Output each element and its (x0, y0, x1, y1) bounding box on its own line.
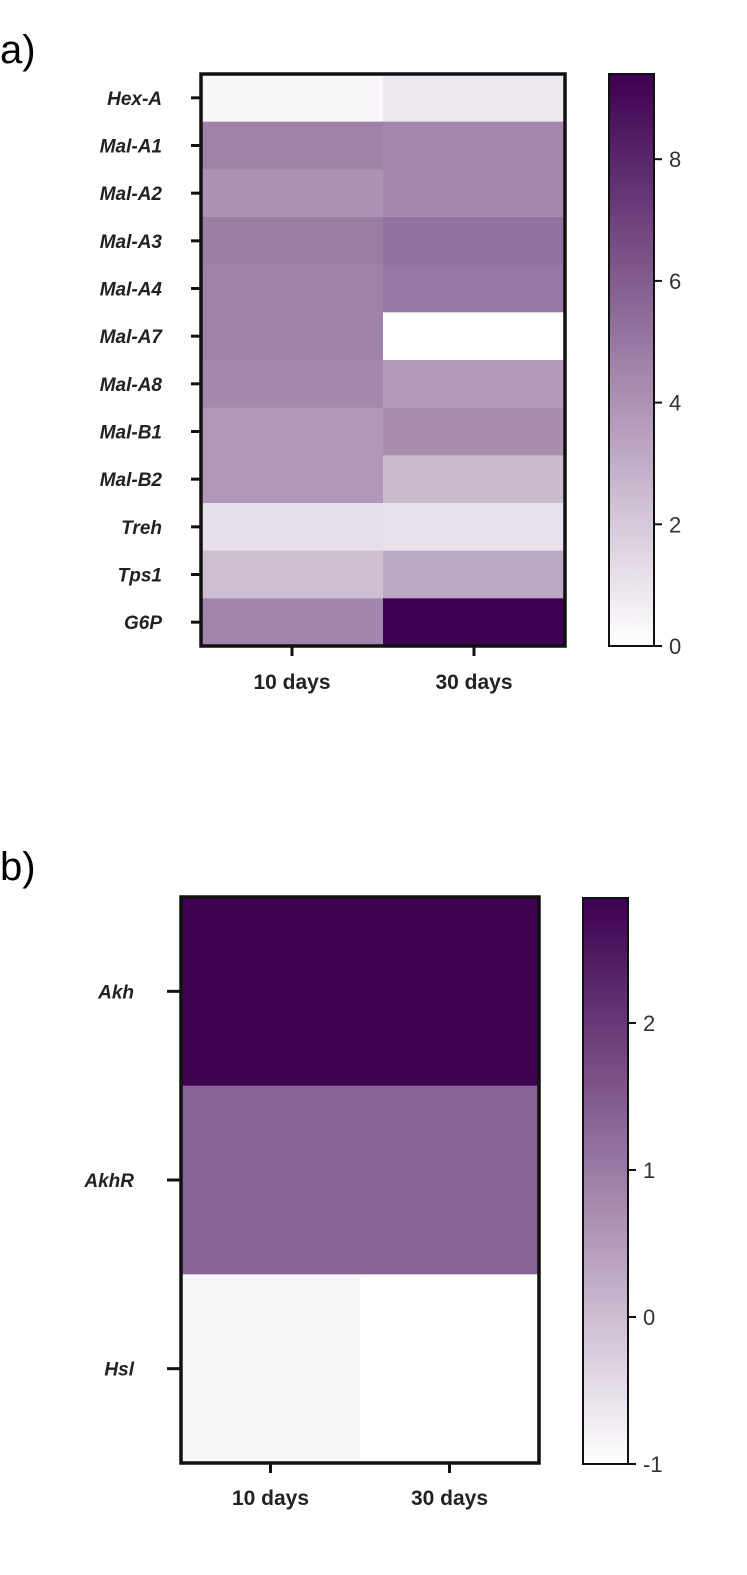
heatmap-cell-a-9-0 (201, 503, 384, 552)
col-label-b-0: 10 days (232, 1487, 309, 1510)
row-label-a-11: G6P (124, 613, 162, 634)
heatmap-cell-a-3-0 (201, 217, 384, 266)
panel-a-cells (201, 74, 566, 647)
heatmap-cell-a-0-0 (201, 74, 384, 123)
panel-b-heatmap: b) Akh AkhR Hsl 10 days 30 days -1 0 1 2 (0, 845, 663, 1510)
heatmap-cell-b-2-1 (360, 1274, 540, 1464)
heatmap-cell-a-11-0 (201, 598, 384, 647)
row-label-a-10: Tps1 (118, 566, 162, 587)
heatmap-cell-a-5-1 (383, 312, 566, 361)
heatmap-cell-a-8-0 (201, 455, 384, 504)
panel-b-label: b) (0, 845, 36, 889)
heatmap-cell-a-10-0 (201, 550, 384, 599)
panel-a-colorbar (608, 73, 655, 647)
heatmap-cell-a-1-0 (201, 121, 384, 170)
heatmap-cell-a-3-1 (383, 217, 566, 266)
heatmap-cell-a-1-1 (383, 121, 566, 170)
heatmap-cell-a-11-1 (383, 598, 566, 647)
row-label-a-9: Treh (121, 518, 162, 539)
col-label-a-1: 30 days (435, 671, 512, 694)
panel-b-colorbar (582, 897, 629, 1465)
colorbar-label-a-3: 6 (669, 269, 681, 294)
colorbar-label-b-2: 1 (643, 1158, 655, 1183)
heatmap-cell-a-2-1 (383, 169, 566, 218)
panel-b-colorbar-ticks: -1 0 1 2 (628, 1011, 663, 1477)
heatmap-cell-b-1-0 (181, 1085, 361, 1275)
heatmap-cell-a-0-1 (383, 74, 566, 123)
colorbar-label-b-0: -1 (643, 1452, 663, 1477)
heatmap-cell-a-4-1 (383, 264, 566, 313)
heatmap-cell-b-0-0 (181, 897, 361, 1087)
panel-a-frame (199, 72, 567, 648)
heatmap-cell-b-1-1 (360, 1085, 540, 1275)
col-label-b-1: 30 days (411, 1487, 488, 1510)
row-label-a-6: Mal-A8 (100, 375, 163, 396)
row-label-b-0: Akh (97, 982, 134, 1003)
heatmap-cell-a-6-1 (383, 360, 566, 409)
panel-a-row-labels: Hex-A Mal-A1 Mal-A2 Mal-A3 Mal-A4 Mal-A7 Mal-A… (100, 89, 201, 634)
heatmap-cell-a-10-1 (383, 550, 566, 599)
heatmap-cell-a-9-1 (383, 503, 566, 552)
row-label-a-7: Mal-B1 (100, 423, 162, 444)
row-label-b-2: Hsl (104, 1360, 134, 1381)
panel-a-colorbar-ticks: 0 2 4 6 8 (654, 147, 681, 659)
row-label-a-1: Mal-A1 (100, 137, 162, 158)
colorbar-label-b-3: 2 (643, 1011, 655, 1036)
colorbar-label-a-2: 4 (669, 391, 681, 416)
heatmap-cell-a-5-0 (201, 312, 384, 361)
row-label-a-5: Mal-A7 (100, 327, 164, 348)
row-label-a-8: Mal-B2 (100, 470, 163, 491)
col-label-a-0: 10 days (253, 671, 330, 694)
row-label-b-1: AkhR (83, 1171, 134, 1192)
heatmap-cell-b-0-1 (360, 897, 540, 1087)
colorbar-label-a-0: 0 (669, 634, 681, 659)
colorbar-label-a-1: 2 (669, 512, 681, 537)
heatmap-cell-a-4-0 (201, 264, 384, 313)
colorbar-label-a-4: 8 (669, 147, 681, 172)
colorbar-label-b-1: 0 (643, 1305, 655, 1330)
row-label-a-0: Hex-A (107, 89, 162, 110)
heatmap-cell-a-8-1 (383, 455, 566, 504)
panel-a-column-labels: 10 days 30 days (253, 646, 513, 694)
heatmap-cell-a-2-0 (201, 169, 384, 218)
row-label-a-4: Mal-A4 (100, 280, 163, 301)
heatmap-cell-a-7-1 (383, 407, 566, 456)
heatmap-cell-b-2-0 (181, 1274, 361, 1464)
panel-a-heatmap: a) Hex-A Mal-A1 Mal-A2 Mal-A3 Mal-A4 Mal-A7 Ma… (0, 28, 681, 694)
panel-b-row-labels: Akh AkhR Hsl (83, 982, 181, 1381)
panel-b-column-labels: 10 days 30 days (232, 1463, 488, 1510)
panel-b-cells (181, 897, 540, 1464)
row-label-a-2: Mal-A2 (100, 184, 163, 205)
heatmap-cell-a-7-0 (201, 407, 384, 456)
heatmap-cell-a-6-0 (201, 360, 384, 409)
row-label-a-3: Mal-A3 (100, 232, 163, 253)
panel-a-label: a) (0, 28, 36, 72)
